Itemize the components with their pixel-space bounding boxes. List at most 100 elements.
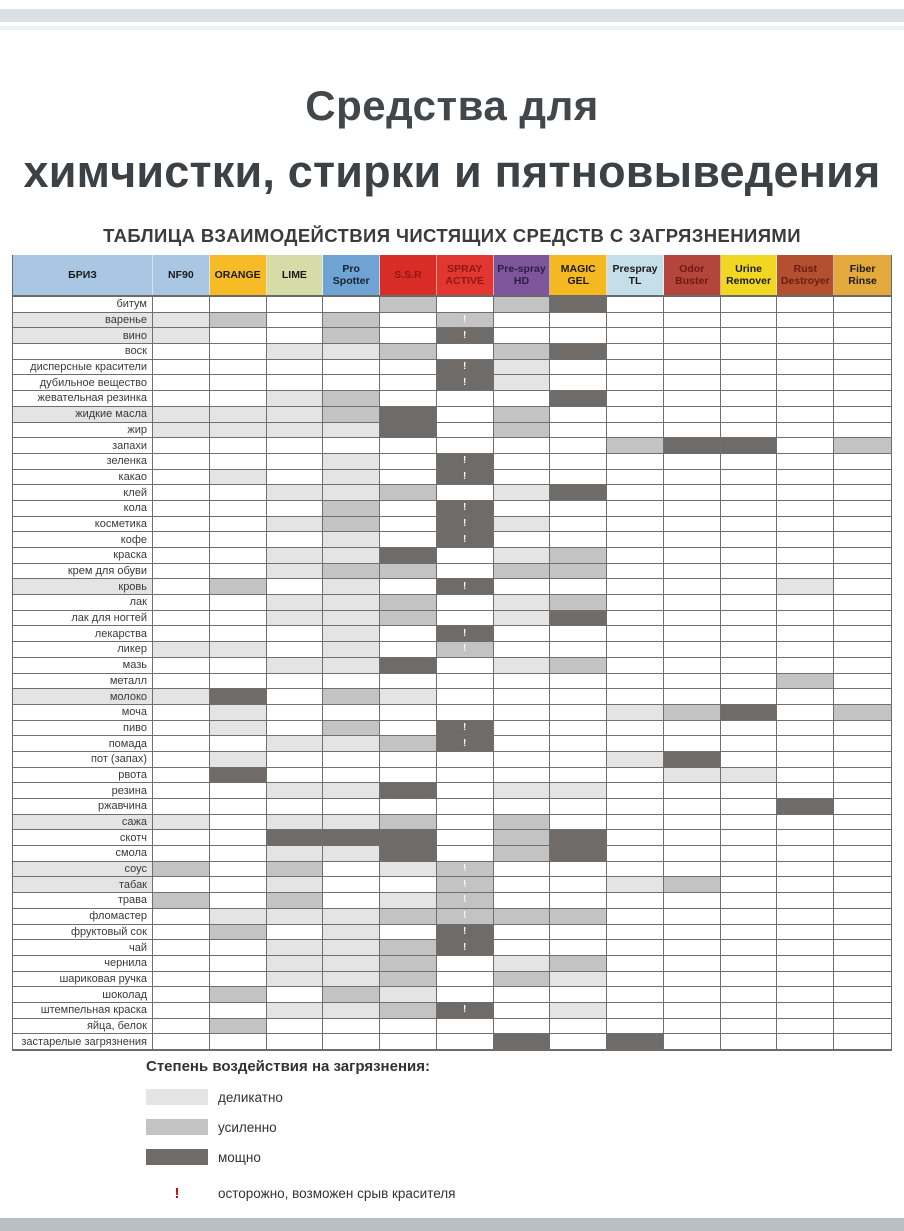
table-cell — [436, 689, 494, 705]
exclamation-icon: ! — [463, 721, 467, 733]
table-cell — [323, 908, 381, 925]
table-cell — [436, 1018, 494, 1035]
table-cell — [720, 751, 778, 768]
table-cell: ! — [436, 516, 494, 533]
table-cell — [550, 548, 608, 564]
exclamation-icon: ! — [174, 1185, 180, 1202]
table-cell — [209, 312, 267, 329]
table-cell — [380, 579, 437, 596]
table-cell — [550, 422, 608, 439]
table-cell — [493, 297, 551, 313]
table-cell — [153, 704, 210, 721]
table-cell: ! — [436, 359, 494, 376]
table-cell — [663, 548, 721, 564]
table-cell — [720, 893, 778, 909]
table-cell — [607, 657, 664, 674]
exclamation-icon: ! — [463, 1004, 467, 1016]
table-cell — [834, 611, 891, 627]
table-cell — [153, 751, 210, 768]
table-cell — [777, 893, 835, 909]
table-cell — [380, 375, 437, 392]
table-cell — [153, 642, 210, 658]
table-cell — [323, 469, 381, 486]
table-cell: ! — [436, 940, 494, 956]
table-cell — [720, 532, 778, 548]
table-header-row: БРИЗ NF90 ORANGE LIME Pro Spotter S.S.R SPRAY … — [12, 255, 892, 296]
table-cell — [834, 736, 891, 752]
table-cell — [663, 924, 721, 941]
table-cell — [834, 768, 891, 784]
table-cell — [663, 438, 721, 454]
table-cell — [720, 579, 778, 596]
table-cell — [266, 955, 324, 972]
table-cell — [607, 1018, 664, 1035]
table-cell — [266, 799, 324, 815]
table-cell — [834, 360, 891, 376]
table-cell — [209, 516, 267, 533]
table-cell — [607, 704, 664, 721]
table-cell — [380, 391, 437, 407]
table-cell — [266, 751, 324, 768]
table-cell — [663, 422, 721, 439]
page-title-line2: химчистки, стирки и пятновыведения — [23, 146, 881, 197]
table-cell — [153, 469, 210, 486]
table-cell — [493, 814, 551, 831]
table-cell — [493, 579, 551, 596]
table-cell — [834, 972, 891, 988]
row-label: моча — [13, 704, 153, 721]
table-cell — [777, 1034, 835, 1050]
table-cell — [607, 673, 664, 690]
table-cell — [663, 877, 721, 894]
table-cell — [550, 469, 608, 486]
table-cell: ! — [436, 908, 494, 925]
table-cell — [493, 987, 551, 1003]
table-cell — [663, 689, 721, 705]
table-cell — [323, 877, 381, 894]
exclamation-icon: ! — [463, 737, 467, 749]
table-cell: ! — [436, 861, 494, 878]
table-cell — [834, 579, 891, 596]
column-header: SPRAY ACTIVE — [436, 255, 494, 295]
exclamation-icon: ! — [463, 627, 467, 639]
table-cell — [550, 830, 608, 847]
table-cell — [380, 406, 437, 423]
table-cell — [436, 548, 494, 564]
table-cell — [550, 532, 608, 548]
row-label: жевательная резинка — [13, 391, 153, 407]
table-cell — [607, 500, 664, 517]
exclamation-icon: ! — [463, 314, 467, 326]
table-cell — [323, 422, 381, 439]
table-cell — [266, 453, 324, 470]
table-cell — [323, 987, 381, 1003]
table-cell — [834, 956, 891, 972]
table-cell — [209, 548, 267, 564]
table-cell: ! — [436, 720, 494, 737]
table-cell — [493, 689, 551, 705]
table-cell — [663, 1018, 721, 1035]
table-cell — [607, 344, 664, 360]
table-cell — [323, 626, 381, 643]
table-cell — [834, 1034, 891, 1050]
table-cell — [777, 548, 835, 564]
table-cell — [323, 563, 381, 580]
table-cell — [720, 814, 778, 831]
table-cell — [607, 924, 664, 941]
table-cell — [607, 955, 664, 972]
table-cell — [436, 610, 494, 627]
table-cell — [153, 720, 210, 737]
table-cell — [720, 955, 778, 972]
table-cell — [153, 689, 210, 705]
table-cell — [323, 1034, 381, 1050]
page-title-line1: Средства для — [305, 82, 599, 129]
table-cell — [607, 375, 664, 392]
table-cell — [153, 830, 210, 847]
row-label: зеленка — [13, 453, 153, 470]
table-cell — [777, 830, 835, 847]
scan-band-bottom — [0, 1218, 904, 1231]
table-cell — [607, 799, 664, 815]
table-cell — [380, 704, 437, 721]
table-cell — [323, 297, 381, 313]
page-subtitle: ТАБЛИЦА ВЗАИМОДЕЙСТВИЯ ЧИСТЯЩИХ СРЕДСТВ … — [103, 225, 801, 246]
table-cell — [266, 861, 324, 878]
table-cell — [777, 799, 835, 815]
